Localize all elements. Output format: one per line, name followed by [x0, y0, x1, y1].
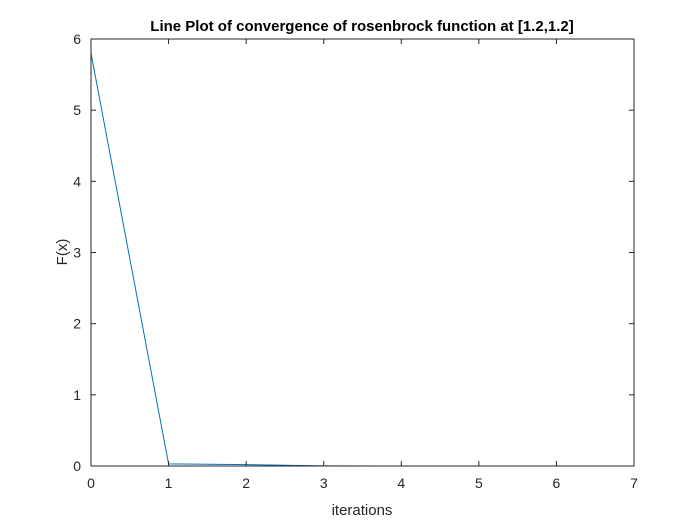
y-ticks: 0 1 2 3 4 5 6	[73, 31, 634, 474]
y-tick-label: 3	[73, 245, 81, 261]
x-tick-label: 1	[165, 475, 173, 491]
y-tick-label: 5	[73, 102, 81, 118]
chart-title: Line Plot of convergence of rosenbrock f…	[150, 18, 573, 35]
y-tick-label: 1	[73, 387, 81, 403]
x-ticks: 0 1 2 3 4 5 6 7	[87, 39, 638, 491]
x-tick-label: 7	[630, 475, 638, 491]
y-tick-label: 4	[73, 173, 81, 189]
x-tick-label: 0	[87, 475, 95, 491]
x-tick-label: 4	[397, 475, 405, 491]
x-tick-label: 2	[242, 475, 250, 491]
plot-area	[91, 39, 634, 466]
x-tick-label: 6	[553, 475, 561, 491]
y-tick-label: 6	[73, 31, 81, 47]
x-axis-label: iterations	[332, 502, 393, 519]
y-axis-label: F(x)	[54, 239, 71, 266]
x-tick-label: 5	[475, 475, 483, 491]
y-tick-label: 0	[73, 458, 81, 474]
x-tick-label: 3	[320, 475, 328, 491]
y-tick-label: 2	[73, 316, 81, 332]
